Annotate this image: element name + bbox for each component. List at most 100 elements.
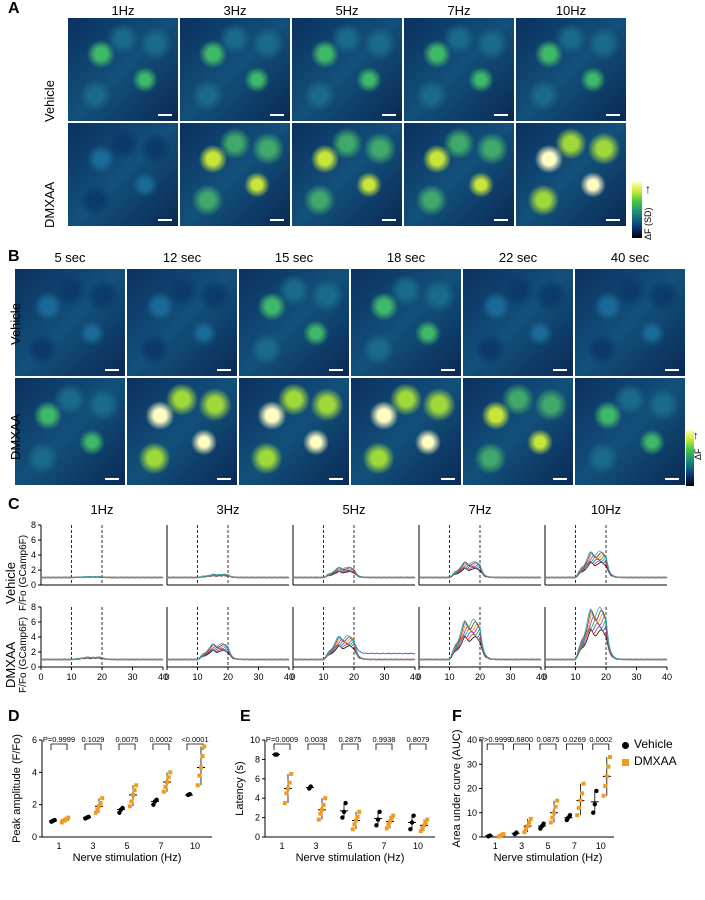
scatter-xtick-label: 3 bbox=[313, 841, 318, 851]
scatter-ytick-label: 8 bbox=[255, 754, 260, 764]
panel-b-image-r0-c2 bbox=[239, 269, 349, 376]
dmxaa-point bbox=[578, 798, 583, 803]
scatter-ytick-label: 4 bbox=[255, 793, 260, 803]
panel-b-title-3: 18 sec bbox=[386, 250, 426, 265]
panel-c-xtick-label: 0 bbox=[542, 672, 547, 680]
panel-e-label: E bbox=[240, 708, 251, 725]
panel-c-xtick-label: 30 bbox=[253, 672, 263, 680]
p-value-label: 0.2875 bbox=[339, 735, 362, 744]
panel-c-xtick-label: 0 bbox=[38, 672, 43, 680]
dmxaa-point bbox=[355, 814, 360, 819]
p-value-label: 0.8079 bbox=[407, 735, 430, 744]
dmxaa-point bbox=[129, 799, 134, 804]
vehicle-point bbox=[409, 820, 415, 825]
panel-c-xtick-label: 20 bbox=[601, 672, 611, 680]
panel-b-image-r0-c4 bbox=[463, 269, 573, 376]
dmxaa-point bbox=[522, 830, 527, 835]
scatter-xtick-label: 5 bbox=[545, 841, 550, 851]
scatter-ytick-label: 0 bbox=[32, 832, 37, 842]
scatter-ytick-label: 10 bbox=[467, 808, 477, 818]
vehicle-point bbox=[341, 809, 347, 814]
panel-c-trace bbox=[293, 566, 416, 579]
dmxaa-point bbox=[166, 775, 171, 780]
panel-a-label: A bbox=[8, 0, 20, 17]
scale-bar bbox=[105, 369, 119, 371]
panel-a-title-1: 3Hz bbox=[223, 3, 247, 18]
vehicle-point bbox=[86, 814, 91, 819]
scale-bar bbox=[329, 478, 343, 480]
panel-b-image-r1-c3 bbox=[351, 378, 461, 485]
dmxaa-point bbox=[423, 820, 428, 825]
panel-a-image-r1-c3 bbox=[404, 123, 514, 226]
vehicle-point bbox=[487, 833, 493, 838]
panel-c-trace bbox=[545, 606, 668, 661]
scatter-xtick-label: 7 bbox=[381, 841, 386, 851]
panel-b-colorbar-label: ΔF bbox=[693, 448, 703, 460]
panel-c-ytick-label: 4 bbox=[31, 550, 36, 560]
dmxaa-point bbox=[282, 801, 287, 806]
dmxaa-point bbox=[603, 784, 608, 789]
panel-c-row-vehicle: Vehicle bbox=[3, 562, 18, 604]
scale-bar bbox=[441, 369, 455, 371]
panel-b-image-r0-c5 bbox=[575, 269, 685, 376]
vehicle-point bbox=[514, 830, 519, 835]
panel-c-ytick-label: 0 bbox=[31, 580, 36, 590]
dmxaa-point bbox=[525, 824, 530, 829]
scatter-xtick-label: 5 bbox=[347, 841, 352, 851]
scale-bar bbox=[270, 219, 284, 221]
p-value-label: P=0.0009 bbox=[266, 735, 298, 744]
dmxaa-point bbox=[97, 804, 101, 809]
vehicle-point bbox=[274, 752, 279, 757]
panel-b-image-r0-c3 bbox=[351, 269, 461, 376]
legend-vehicle-marker bbox=[622, 742, 629, 749]
dmxaa-point bbox=[323, 796, 328, 801]
scale-bar bbox=[329, 369, 343, 371]
scale-bar bbox=[270, 114, 284, 116]
scale-bar bbox=[665, 478, 679, 480]
p-value-label: 0.6800 bbox=[510, 735, 533, 744]
scatter-xtick-label: 1 bbox=[279, 841, 284, 851]
panel-a-image-r1-c0 bbox=[68, 123, 178, 226]
dmxaa-point bbox=[422, 823, 426, 828]
dmxaa-point bbox=[197, 773, 202, 778]
panel-b-title-2: 15 sec bbox=[274, 250, 314, 265]
panel-a-image-r0-c1 bbox=[180, 18, 290, 121]
scatter-xtick-label: 10 bbox=[413, 841, 423, 851]
scale-bar bbox=[494, 114, 508, 116]
significance-bracket bbox=[566, 743, 583, 750]
scale-bar bbox=[382, 219, 396, 221]
significance-bracket bbox=[307, 743, 325, 750]
scale-bar bbox=[441, 478, 455, 480]
scatter-xaxis-title: Nerve stimulation (Hz) bbox=[73, 852, 182, 864]
dmxaa-point bbox=[527, 820, 532, 825]
dmxaa-point bbox=[581, 781, 586, 786]
dmxaa-point bbox=[350, 827, 355, 832]
dmxaa-point bbox=[601, 793, 606, 798]
legend-dmxaa-marker bbox=[622, 759, 629, 766]
panel-c-trace bbox=[167, 573, 290, 579]
scale-bar bbox=[494, 219, 508, 221]
panel-c-xtick-label: 20 bbox=[223, 672, 233, 680]
dmxaa-point bbox=[284, 791, 289, 796]
p-value-label: P>0.9999 bbox=[479, 735, 511, 744]
panel-a-image-r0-c2 bbox=[292, 18, 402, 121]
panel-b-image-r1-c5 bbox=[575, 378, 685, 485]
scatter-xaxis-title: Nerve stimulation (Hz) bbox=[494, 852, 603, 864]
vehicle-point bbox=[541, 821, 546, 826]
panel-c-xtick-label: 40 bbox=[536, 672, 546, 680]
dmxaa-point bbox=[289, 771, 294, 776]
scale-bar bbox=[665, 369, 679, 371]
panel-c-trace bbox=[293, 634, 416, 661]
dmxaa-point bbox=[134, 783, 139, 788]
significance-bracket bbox=[50, 743, 68, 750]
panel-c-xtick-label: 40 bbox=[284, 672, 294, 680]
dmxaa-point bbox=[286, 786, 290, 791]
dmxaa-point bbox=[320, 807, 324, 812]
dmxaa-point bbox=[552, 810, 556, 815]
scale-bar bbox=[217, 369, 231, 371]
panel-c-trace bbox=[545, 550, 668, 579]
panel-a-image-r0-c4 bbox=[516, 18, 626, 121]
dmxaa-point bbox=[321, 802, 326, 807]
scatter-xtick-label: 3 bbox=[90, 841, 95, 851]
scatter-xtick-label: 5 bbox=[124, 841, 129, 851]
